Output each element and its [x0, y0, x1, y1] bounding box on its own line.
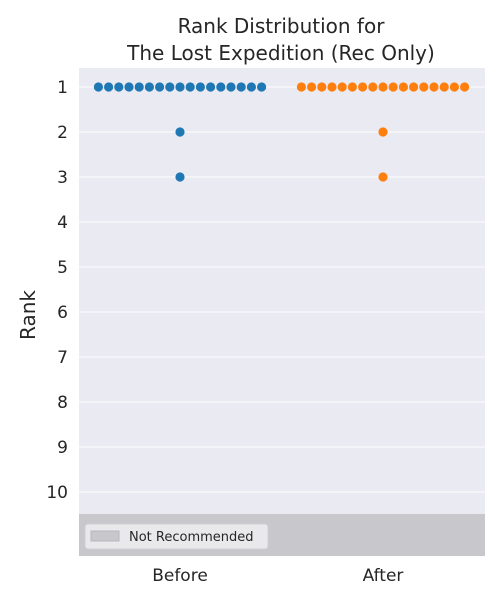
data-point-before-rank-1: [236, 82, 246, 92]
y-tick-label-8: 8: [57, 393, 68, 413]
y-tick-label-6: 6: [57, 303, 68, 323]
data-point-after-rank-1: [307, 82, 317, 92]
data-point-after-rank-1: [347, 82, 357, 92]
data-point-after-rank-3: [378, 172, 388, 182]
y-tick-label-3: 3: [57, 168, 68, 188]
y-tick-label-1: 1: [57, 78, 68, 98]
x-tick-label-before: Before: [152, 566, 208, 586]
data-points: [93, 82, 470, 182]
legend-swatch: [90, 530, 120, 542]
y-tick-label-5: 5: [57, 258, 68, 278]
y-tick-label-4: 4: [57, 213, 68, 233]
data-point-after-rank-1: [327, 82, 337, 92]
data-point-before-rank-3: [175, 172, 185, 182]
data-point-after-rank-1: [358, 82, 368, 92]
data-point-after-rank-1: [409, 82, 419, 92]
data-point-after-rank-1: [398, 82, 408, 92]
data-point-before-rank-1: [93, 82, 103, 92]
x-tick-label-after: After: [363, 566, 404, 586]
data-point-after-rank-1: [439, 82, 449, 92]
data-point-before-rank-1: [185, 82, 195, 92]
data-point-before-rank-1: [144, 82, 154, 92]
data-point-after-rank-1: [429, 82, 439, 92]
data-point-after-rank-1: [449, 82, 459, 92]
data-point-before-rank-1: [165, 82, 175, 92]
chart-title-line-2: The Lost Expedition (Rec Only): [126, 41, 435, 65]
data-point-after-rank-1: [317, 82, 327, 92]
data-point-before-rank-1: [175, 82, 185, 92]
data-point-after-rank-1: [460, 82, 470, 92]
data-point-before-rank-1: [257, 82, 267, 92]
data-point-before-rank-1: [206, 82, 216, 92]
legend-label-not-recommended: Not Recommended: [129, 530, 254, 545]
data-point-before-rank-1: [124, 82, 134, 92]
data-point-after-rank-1: [296, 82, 306, 92]
grid-lines: [79, 86, 485, 493]
legend: Not Recommended: [84, 523, 269, 550]
data-point-before-rank-1: [134, 82, 144, 92]
data-point-before-rank-1: [246, 82, 256, 92]
data-point-after-rank-1: [378, 82, 388, 92]
data-point-after-rank-1: [419, 82, 429, 92]
data-point-before-rank-1: [104, 82, 114, 92]
data-point-after-rank-1: [388, 82, 398, 92]
chart-title-line-1: Rank Distribution for: [178, 14, 386, 38]
chart-title: Rank Distribution for The Lost Expeditio…: [126, 14, 435, 65]
data-point-after-rank-1: [368, 82, 378, 92]
data-point-before-rank-1: [216, 82, 226, 92]
data-point-after-rank-1: [337, 82, 347, 92]
data-point-before-rank-1: [195, 82, 205, 92]
data-point-after-rank-2: [378, 127, 388, 137]
data-point-before-rank-1: [155, 82, 165, 92]
data-point-before-rank-1: [114, 82, 124, 92]
x-tick-labels: Before After: [152, 566, 403, 586]
data-point-before-rank-1: [226, 82, 236, 92]
y-tick-label-2: 2: [57, 123, 68, 143]
y-tick-label-7: 7: [57, 348, 68, 368]
y-axis-label: Rank: [16, 290, 40, 340]
data-point-before-rank-2: [175, 127, 185, 137]
y-tick-label-10: 10: [46, 483, 68, 503]
y-tick-labels: 1 2 3 4 5 6 7 8 9 10: [46, 78, 68, 503]
legend-box: [84, 523, 269, 550]
y-tick-label-9: 9: [57, 438, 68, 458]
